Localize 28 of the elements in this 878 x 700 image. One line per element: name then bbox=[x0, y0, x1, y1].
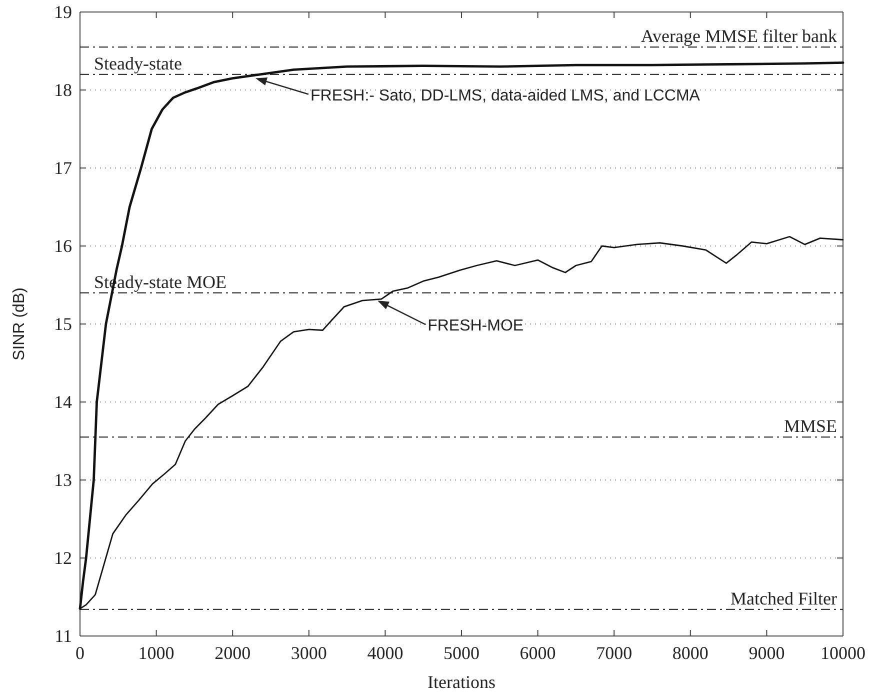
y-tick-label: 12 bbox=[54, 548, 72, 568]
x-axis-title: Iterations bbox=[428, 672, 496, 692]
x-tick-label: 3000 bbox=[290, 642, 327, 663]
x-tick-label: 8000 bbox=[672, 642, 708, 663]
x-tick-label: 0 bbox=[76, 642, 84, 663]
ref-line-label: Matched Filter bbox=[730, 588, 837, 608]
x-tick-label: 6000 bbox=[520, 642, 556, 663]
y-tick-label: 15 bbox=[54, 314, 72, 334]
ref-line-label: MMSE bbox=[784, 416, 838, 436]
x-tick-label: 5000 bbox=[444, 642, 480, 663]
y-tick-label: 19 bbox=[54, 2, 72, 22]
x-tick-label: 10000 bbox=[820, 642, 866, 663]
annotation: FRESH-MOE bbox=[428, 318, 524, 335]
x-tick-label: 9000 bbox=[748, 642, 785, 663]
y-tick-label: 11 bbox=[54, 626, 72, 646]
ref-line-label: Average MMSE filter bank bbox=[640, 26, 837, 46]
y-tick-label: 16 bbox=[54, 236, 72, 256]
y-tick-label: 17 bbox=[54, 158, 72, 178]
y-tick-label: 18 bbox=[54, 80, 72, 100]
annotation: FRESH:- Sato, DD-LMS, data-aided LMS, and LCCMA bbox=[310, 87, 700, 104]
y-axis-title: SINR (dB) bbox=[11, 288, 28, 360]
ref-line-label: Steady-state bbox=[94, 53, 182, 74]
x-tick-label: 4000 bbox=[367, 642, 404, 663]
x-tick-label: 7000 bbox=[596, 642, 632, 663]
x-tick-label: 2000 bbox=[214, 642, 251, 663]
y-tick-label: 13 bbox=[54, 470, 72, 490]
y-tick-label: 14 bbox=[54, 392, 72, 412]
x-tick-label: 1000 bbox=[138, 642, 174, 663]
